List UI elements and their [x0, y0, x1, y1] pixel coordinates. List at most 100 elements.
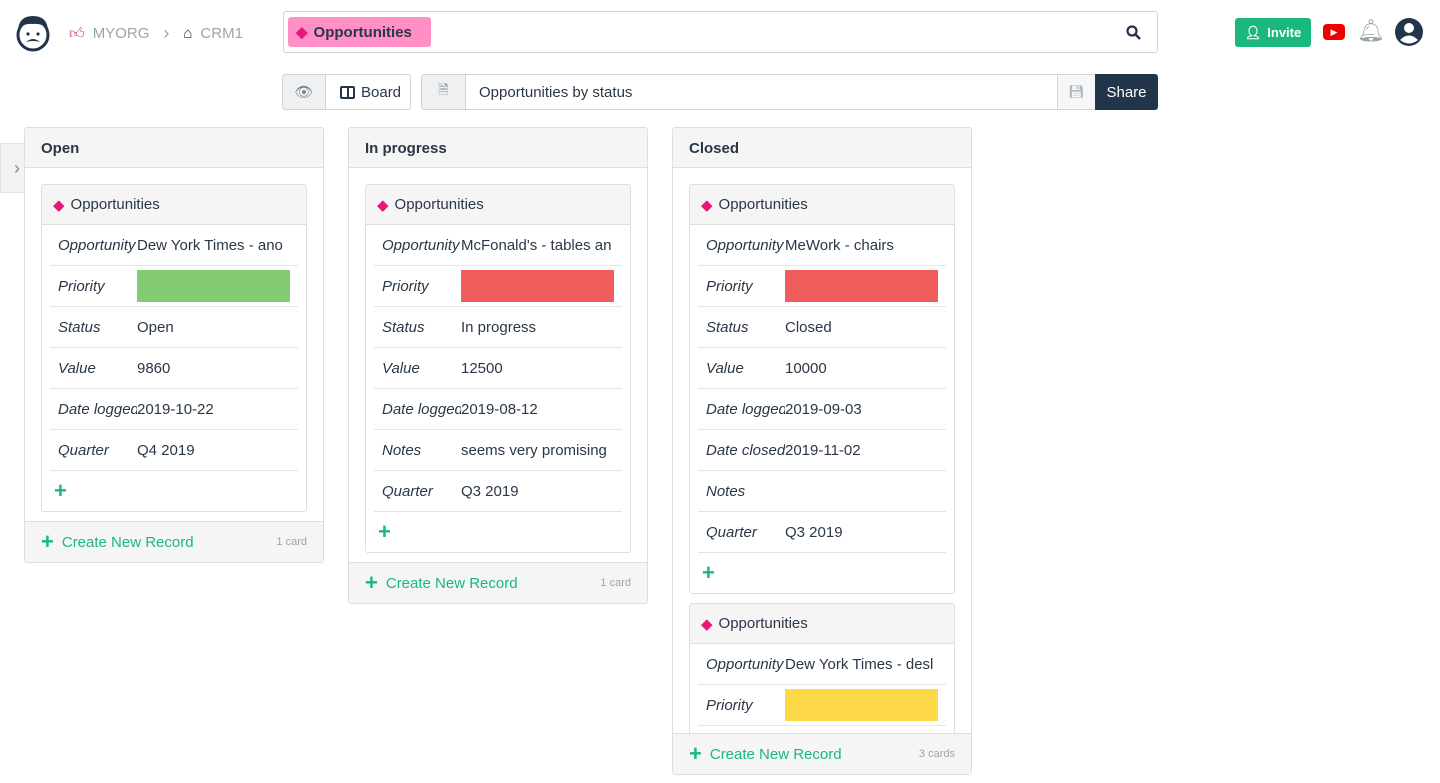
search-icon[interactable] — [1126, 25, 1141, 40]
create-new-record-button[interactable]: + Create New Record 1 card — [25, 521, 323, 562]
add-field-button[interactable]: + — [54, 478, 67, 503]
field-row[interactable]: Priority — [50, 266, 298, 307]
table-pill[interactable]: ◆ Opportunities — [288, 17, 431, 47]
field-value: In progress — [461, 318, 537, 336]
search-bar[interactable]: ◆ Opportunities — [283, 11, 1158, 53]
field-row[interactable]: Priority — [698, 685, 946, 726]
field-row[interactable]: Value 10000 — [698, 348, 946, 389]
table-icon: ◆ — [377, 196, 389, 214]
board-column-in-progress: In progress ◆ Opportunities Opportunity McFo… — [348, 127, 648, 604]
card-header: ◆ Opportunities — [42, 185, 306, 225]
field-value: 12500 — [461, 359, 503, 377]
column-title: Closed — [673, 128, 971, 168]
field-label: Date logged — [706, 400, 785, 418]
breadcrumb-org[interactable]: MYORG — [92, 25, 150, 42]
share-button[interactable]: Share — [1095, 74, 1158, 110]
field-value: 2019-11-02 — [785, 441, 861, 459]
card-count: 1 card — [600, 577, 631, 589]
view-name-input[interactable]: Opportunities by status — [465, 74, 1058, 110]
create-new-record-button[interactable]: + Create New Record 3 cards — [673, 733, 971, 774]
field-row[interactable]: Status Closed — [698, 307, 946, 348]
field-value: Q4 2019 — [137, 441, 195, 459]
field-value: 2019-09-03 — [785, 400, 862, 418]
invite-label: Invite — [1267, 25, 1302, 40]
create-new-record-button[interactable]: + Create New Record 1 card — [349, 562, 647, 603]
card-title: Opportunities — [718, 196, 808, 213]
eye-icon[interactable]: 👁︎ — [282, 74, 326, 110]
field-row[interactable]: Quarter Q4 2019 — [50, 430, 298, 471]
record-card[interactable]: ◆ Opportunities Opportunity McFonald's - ta… — [365, 184, 631, 553]
field-row[interactable]: Notes seems very promising — [374, 430, 622, 471]
field-value: 9860 — [137, 359, 171, 377]
plus-icon: + — [41, 529, 54, 554]
bell-icon[interactable]: 🔔︎ — [1357, 18, 1385, 43]
record-card[interactable]: ◆ Opportunities Opportunity MeWork - chairs… — [689, 184, 955, 594]
field-value: McFonald's - tables an — [461, 236, 612, 254]
priority-color-bar — [137, 270, 290, 302]
field-label: Value — [706, 359, 744, 377]
save-icon[interactable]: 💾︎ — [1057, 74, 1096, 110]
field-row[interactable]: Opportunity Dew York Times - ano — [50, 225, 298, 266]
breadcrumb-db[interactable]: CRM1 — [200, 25, 243, 42]
field-label: Notes — [382, 441, 422, 459]
account-icon[interactable] — [1394, 17, 1424, 47]
field-label: Opportunity — [706, 236, 784, 254]
field-row[interactable]: Status Open — [50, 307, 298, 348]
field-label: Value — [382, 359, 420, 377]
field-row[interactable]: Priority — [374, 266, 622, 307]
record-card[interactable]: ◆ Opportunities Opportunity Dew York Times … — [41, 184, 307, 512]
field-label: Status — [382, 318, 425, 336]
igloo-icon: ⌂ — [183, 25, 193, 42]
youtube-icon[interactable]: ▶ — [1323, 24, 1345, 40]
field-label: Quarter — [706, 523, 757, 541]
field-label: Priority — [382, 277, 429, 295]
field-label: Date logged — [382, 400, 461, 418]
column-body[interactable]: ◆ Opportunities Opportunity McFonald's - ta… — [349, 168, 647, 562]
field-row[interactable]: Priority — [698, 266, 946, 307]
column-body[interactable]: ◆ Opportunities Opportunity MeWork - chairs… — [673, 168, 971, 733]
view-name: Opportunities by status — [479, 83, 633, 101]
thumbs-up-icon: 👍︎ — [69, 24, 85, 42]
field-label: Status — [58, 318, 101, 336]
field-row[interactable]: Date closed 2019-11-02 — [698, 430, 946, 471]
field-label: Quarter — [382, 482, 433, 500]
field-row[interactable]: Opportunity Dew York Times - desl — [698, 644, 946, 685]
add-user-icon: 👤︎ — [1244, 24, 1262, 40]
add-field-button[interactable]: + — [702, 560, 715, 585]
card-header: ◆ Opportunities — [690, 604, 954, 644]
plus-icon: + — [689, 741, 702, 766]
card-count: 1 card — [276, 536, 307, 548]
field-row[interactable]: Opportunity McFonald's - tables an — [374, 225, 622, 266]
card-count: 3 cards — [918, 748, 955, 760]
invite-button[interactable]: 👤︎ Invite — [1235, 18, 1311, 47]
plus-icon: + — [365, 570, 378, 595]
column-title: In progress — [349, 128, 647, 168]
table-icon: ◆ — [53, 196, 65, 214]
field-row[interactable]: Status In progress — [374, 307, 622, 348]
add-field-button[interactable]: + — [378, 519, 391, 544]
field-row[interactable]: Quarter Q3 2019 — [374, 471, 622, 512]
field-row[interactable]: Notes — [698, 471, 946, 512]
field-value: Dew York Times - desl — [785, 655, 934, 673]
field-label: Priority — [706, 277, 753, 295]
board-view-button[interactable]: Board — [325, 74, 411, 110]
user-logo-avatar[interactable] — [15, 14, 51, 56]
field-row[interactable]: Value 9860 — [50, 348, 298, 389]
field-label: Priority — [706, 696, 753, 714]
field-row[interactable]: Opportunity MeWork - chairs — [698, 225, 946, 266]
create-label: Create New Record — [61, 533, 194, 551]
priority-color-bar — [785, 689, 938, 721]
record-card[interactable]: ◆ Opportunities Opportunity Dew York Times … — [689, 603, 955, 733]
field-row[interactable]: Date logged 2019-09-03 — [698, 389, 946, 430]
document-icon[interactable]: 🗎 — [421, 74, 466, 110]
priority-color-bar — [785, 270, 938, 302]
columns-icon — [340, 85, 355, 99]
field-row[interactable]: Date logged 2019-08-12 — [374, 389, 622, 430]
field-row[interactable]: Date logged 2019-10-22 — [50, 389, 298, 430]
field-row[interactable]: Quarter Q3 2019 — [698, 512, 946, 553]
field-row[interactable]: Status — [698, 726, 946, 733]
field-row[interactable]: Value 12500 — [374, 348, 622, 389]
column-body[interactable]: ◆ Opportunities Opportunity Dew York Times … — [25, 168, 323, 521]
board-column-closed: Closed ◆ Opportunities Opportunity MeWork - … — [672, 127, 972, 775]
field-value: 10000 — [785, 359, 827, 377]
